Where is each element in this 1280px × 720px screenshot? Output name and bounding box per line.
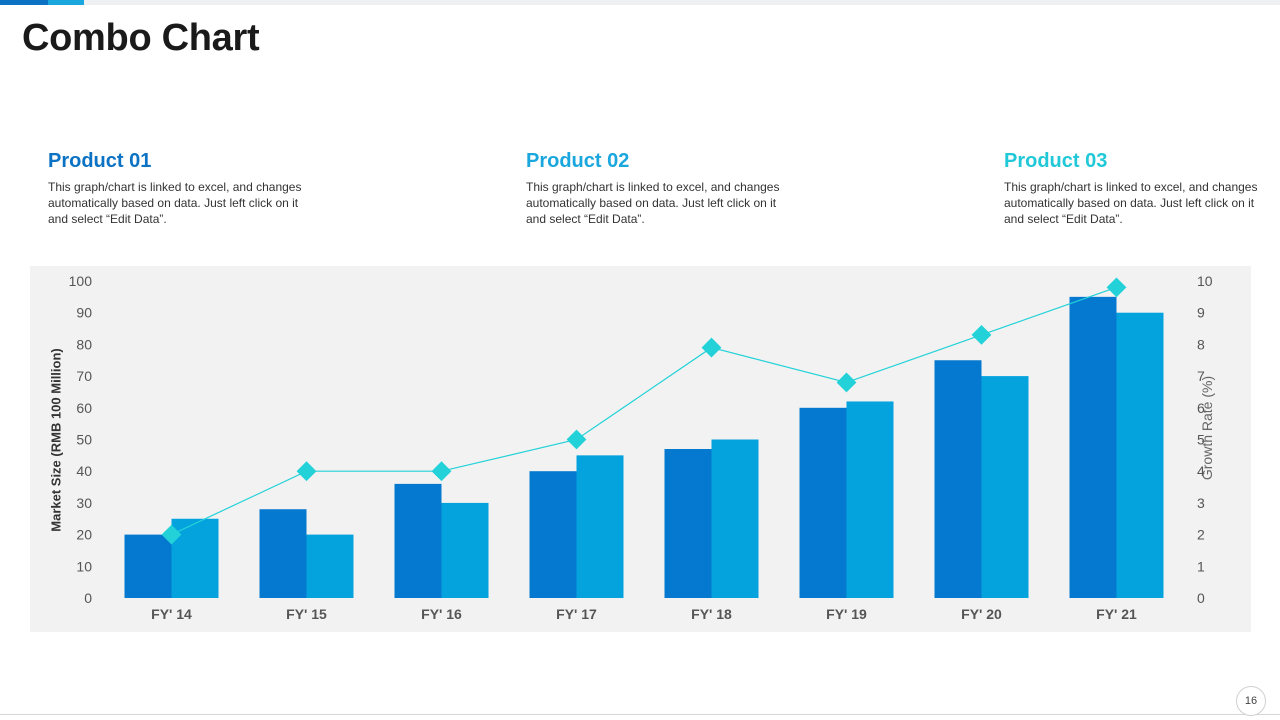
y-tick-right: 10: [1197, 273, 1213, 289]
y-tick-left: 50: [76, 432, 92, 448]
growth-marker: [971, 324, 992, 345]
y-axis-left-label: Market Size (RMB 100 Million): [48, 348, 64, 532]
y-tick-right: 0: [1197, 590, 1205, 606]
page-title: Combo Chart: [22, 17, 260, 59]
product-description-1: This graph/chart is linked to excel, and…: [48, 180, 302, 226]
product-title-1: Product 01: [48, 150, 152, 172]
y-tick-left: 10: [76, 558, 92, 574]
bar-1: [664, 449, 712, 598]
y-tick-left: 80: [76, 336, 92, 352]
bar-2: [711, 439, 759, 598]
page-number: 16: [1236, 686, 1266, 716]
product-block-3: Product 03 This graph/chart is linked to…: [1004, 150, 1264, 227]
y-axis-right-label: Growth Rate (%): [1199, 375, 1215, 481]
x-tick-label: FY' 14: [151, 606, 192, 622]
growth-marker: [566, 429, 587, 450]
y-tick-left: 20: [76, 527, 92, 543]
accent-light: [48, 0, 84, 5]
bar-1: [394, 483, 442, 598]
x-tick-label: FY' 19: [826, 606, 867, 622]
y-tick-left: 100: [69, 273, 93, 289]
product-title-2: Product 02: [526, 150, 630, 172]
growth-line: [171, 286, 1117, 536]
y-tick-left: 60: [76, 400, 92, 416]
product-description-2: This graph/chart is linked to excel, and…: [526, 180, 780, 226]
x-tick-label: FY' 17: [556, 606, 597, 622]
product-title-3: Product 03: [1004, 150, 1108, 172]
bar-2: [576, 455, 624, 598]
y-tick-right: 9: [1197, 305, 1205, 321]
x-tick-label: FY' 16: [421, 606, 462, 622]
top-accent-strip: [0, 0, 1280, 5]
bar-1: [1069, 296, 1117, 598]
x-tick-label: FY' 15: [286, 606, 327, 622]
bar-1: [799, 407, 847, 598]
y-tick-right: 2: [1197, 527, 1205, 543]
bar-2: [1116, 312, 1164, 598]
footer-divider: [0, 714, 1280, 715]
y-tick-right: 8: [1197, 336, 1205, 352]
y-tick-left: 70: [76, 368, 92, 384]
chart-area: [30, 266, 1251, 632]
bar-1: [529, 471, 577, 598]
growth-marker: [1106, 277, 1127, 298]
bar-1: [124, 534, 172, 598]
bar-2: [171, 518, 219, 598]
y-tick-right: 3: [1197, 495, 1205, 511]
bar-2: [981, 376, 1029, 598]
accent-dark: [0, 0, 48, 5]
y-tick-right: 6: [1197, 400, 1205, 416]
product-description-3: This graph/chart is linked to excel, and…: [1004, 180, 1258, 226]
product-block-2: Product 02 This graph/chart is linked to…: [526, 150, 786, 227]
y-tick-left: 30: [76, 495, 92, 511]
growth-marker: [836, 372, 857, 393]
growth-marker: [701, 337, 722, 358]
bar-1: [259, 509, 307, 598]
y-tick-right: 1: [1197, 558, 1205, 574]
bar-2: [846, 401, 894, 598]
x-tick-label: FY' 21: [1096, 606, 1137, 622]
bar-2: [306, 534, 354, 598]
y-tick-left: 0: [84, 590, 92, 606]
y-tick-right: 4: [1197, 463, 1205, 479]
y-tick-left: 90: [76, 305, 92, 321]
bar-2: [441, 502, 489, 598]
bar-1: [934, 360, 982, 598]
y-tick-right: 7: [1197, 368, 1205, 384]
product-block-1: Product 01 This graph/chart is linked to…: [48, 150, 308, 227]
y-tick-right: 5: [1197, 432, 1205, 448]
x-tick-label: FY' 20: [961, 606, 1002, 622]
x-tick-label: FY' 18: [691, 606, 732, 622]
growth-marker: [296, 461, 317, 482]
y-tick-left: 40: [76, 463, 92, 479]
growth-marker: [431, 461, 452, 482]
